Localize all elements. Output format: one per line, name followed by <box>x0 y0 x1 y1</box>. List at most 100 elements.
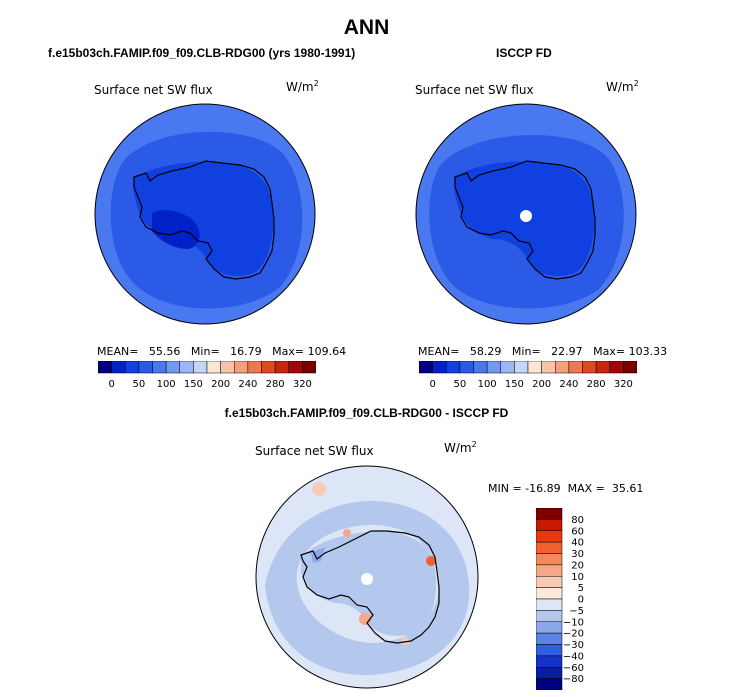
colorbar-swatch <box>500 361 515 374</box>
colorbar-swatch <box>486 361 501 374</box>
colorbar-tick-label: 100 <box>157 379 176 390</box>
colorbar-tick-label: 50 <box>133 379 146 390</box>
colorbar-swatch <box>582 361 597 374</box>
antarctica-coastline <box>454 160 596 280</box>
colorbar-tick-label: 50 <box>454 379 467 390</box>
diff-stats: MIN = -16.89 MAX = 35.61 <box>488 482 644 495</box>
colorbar-tick-label: 200 <box>532 379 551 390</box>
positive-anomaly-patch <box>401 637 409 645</box>
colorbar-tick-label: 10 <box>571 572 584 583</box>
colorbar-swatch <box>138 361 153 374</box>
diff-variable-label: Surface net SW flux <box>255 444 374 458</box>
colorbar-tick-label: 30 <box>571 549 584 560</box>
colorbar-tick-label: −80 <box>563 674 584 685</box>
colorbar-swatch <box>536 644 563 657</box>
model-case-title: f.e15b03ch.FAMIP.f09_f09.CLB-RDG00 (yrs … <box>48 46 356 60</box>
colorbar-tick-label: 240 <box>559 379 578 390</box>
colorbar-tick-label: −40 <box>563 651 584 662</box>
colorbar-swatch <box>536 519 563 531</box>
colorbar-tick-label: 40 <box>571 538 584 549</box>
diff-map <box>255 465 479 689</box>
positive-anomaly-patch <box>343 529 351 537</box>
continent-field <box>133 161 274 276</box>
antarctica-coastline <box>300 530 440 644</box>
colorbar-tick-label: 0 <box>108 379 114 390</box>
colorbar-swatch <box>536 541 563 554</box>
obs-map <box>415 103 637 325</box>
model-units-label: W/m2 <box>286 79 319 94</box>
colorbar-tick-label: 280 <box>266 379 285 390</box>
model-map <box>94 103 316 325</box>
obs-units-label: W/m2 <box>606 79 639 94</box>
colorbar-swatch <box>111 361 126 374</box>
colorbar-swatch <box>446 361 461 374</box>
colorbar-tick-label: 280 <box>587 379 606 390</box>
colorbar-swatch <box>473 361 488 374</box>
colorbar-swatch <box>609 361 624 374</box>
colorbar-tick-label: 0 <box>578 595 584 606</box>
missing-data-hole <box>520 210 532 222</box>
colorbar-swatch <box>536 530 563 543</box>
colorbar-swatch <box>193 361 208 374</box>
colorbar-swatch <box>568 361 583 374</box>
missing-data-hole <box>361 573 373 585</box>
colorbar-tick-label: 150 <box>505 379 524 390</box>
colorbar-tick-label: −20 <box>563 629 584 640</box>
colorbar-tick-label: −5 <box>569 606 584 617</box>
colorbar-swatch <box>527 361 542 374</box>
colorbar-tick-label: 100 <box>478 379 497 390</box>
obs-colorbar: 0 50 100 150 200 240 280 320 <box>419 361 637 390</box>
colorbar-tick-label: 80 <box>571 515 584 526</box>
antarctica-coastline <box>133 160 275 280</box>
colorbar-swatch <box>536 564 563 577</box>
colorbar-swatch <box>536 667 563 679</box>
colorbar-swatch <box>536 621 563 634</box>
colorbar-tick-label: −10 <box>563 617 584 628</box>
colorbar-tick-label: 5 <box>578 583 584 594</box>
colorbar-swatch <box>536 553 563 566</box>
colorbar-swatch <box>536 576 563 588</box>
colorbar-swatch <box>595 361 610 374</box>
colorbar-swatch <box>536 678 563 690</box>
colorbar-tick-label: 150 <box>184 379 203 390</box>
colorbar-swatch <box>432 361 447 374</box>
model-stats: MEAN= 55.56 Min= 16.79 Max= 109.64 <box>97 345 347 358</box>
colorbar-swatch <box>165 361 180 374</box>
colorbar-swatch <box>288 361 303 374</box>
colorbar-tick-label: 200 <box>211 379 230 390</box>
colorbar-tick-label: −60 <box>563 663 584 674</box>
positive-anomaly-patch <box>449 645 461 657</box>
colorbar-swatch <box>220 361 235 374</box>
colorbar-swatch <box>555 361 570 374</box>
figure-title: ANN <box>343 16 390 39</box>
obs-variable-label: Surface net SW flux <box>415 83 534 97</box>
colorbar-swatch <box>536 632 563 645</box>
negative-anomaly-band <box>265 500 470 676</box>
diff-units-label: W/m2 <box>444 440 477 455</box>
model-variable-label: Surface net SW flux <box>94 83 213 97</box>
colorbar-swatch <box>536 587 563 600</box>
colorbar-swatch <box>302 361 316 374</box>
colorbar-swatch <box>623 361 637 374</box>
colorbar-swatch <box>234 361 249 374</box>
colorbar-swatch <box>536 508 563 520</box>
obs-stats: MEAN= 58.29 Min= 22.97 Max= 103.33 <box>418 345 668 358</box>
model-colorbar: 0 50 100 150 200 240 280 320 <box>98 361 316 390</box>
colorbar-tick-label: 20 <box>571 560 584 571</box>
colorbar-swatch <box>274 361 289 374</box>
negative-anomaly-patch <box>311 547 325 563</box>
positive-anomaly-patch <box>312 482 326 496</box>
colorbar-swatch <box>536 655 563 668</box>
interior-low-field <box>152 210 200 249</box>
colorbar-swatch <box>125 361 140 374</box>
colorbar-swatch <box>514 361 529 374</box>
colorbar-tick-label: 320 <box>293 379 312 390</box>
diff-case-title: f.e15b03ch.FAMIP.f09_f09.CLB-RDG00 - ISC… <box>224 406 509 420</box>
obs-case-title: ISCCP FD <box>496 46 552 60</box>
colorbar-tick-label: 60 <box>571 526 584 537</box>
colorbar-swatch <box>152 361 167 374</box>
colorbar-swatch <box>536 598 563 611</box>
colorbar-swatch <box>536 610 563 622</box>
colorbar-tick-label: −30 <box>563 640 584 651</box>
